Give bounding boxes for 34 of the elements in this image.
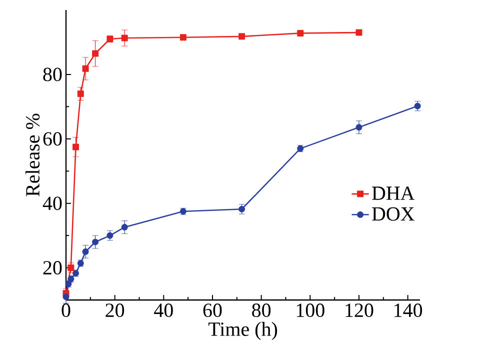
point <box>92 238 99 246</box>
point <box>82 65 89 72</box>
point <box>82 248 89 255</box>
point <box>121 34 128 42</box>
legend-label: DOX <box>372 207 414 221</box>
point <box>238 33 246 40</box>
x-tick-label: 140 <box>394 304 422 318</box>
point <box>180 34 186 41</box>
x-tick-label: 60 <box>203 304 222 318</box>
point <box>92 50 99 57</box>
point <box>62 294 70 300</box>
point <box>68 264 74 272</box>
point <box>72 144 80 150</box>
point <box>356 29 362 36</box>
x-tick-label: 20 <box>106 304 124 318</box>
x-tick-label: 100 <box>296 304 324 318</box>
y-tick-label: 40 <box>42 196 62 210</box>
point <box>106 232 114 239</box>
point <box>297 30 304 36</box>
x-tick-label: 40 <box>154 304 173 318</box>
x-tick-label: 0 <box>62 304 70 318</box>
point <box>77 90 84 98</box>
y-tick-label: 60 <box>43 132 62 146</box>
point <box>238 206 246 212</box>
y-axis-title: Release % <box>25 114 40 196</box>
x-tick-label: 120 <box>346 304 374 318</box>
point <box>356 124 362 131</box>
legend-label: DHA <box>372 186 415 200</box>
x-tick-label: 80 <box>252 304 271 318</box>
y-tick-label: 20 <box>43 261 62 275</box>
point <box>121 224 128 230</box>
y-tick-label: 80 <box>43 68 62 82</box>
point <box>65 280 72 288</box>
x-axis-title: Time (h) <box>208 322 278 340</box>
